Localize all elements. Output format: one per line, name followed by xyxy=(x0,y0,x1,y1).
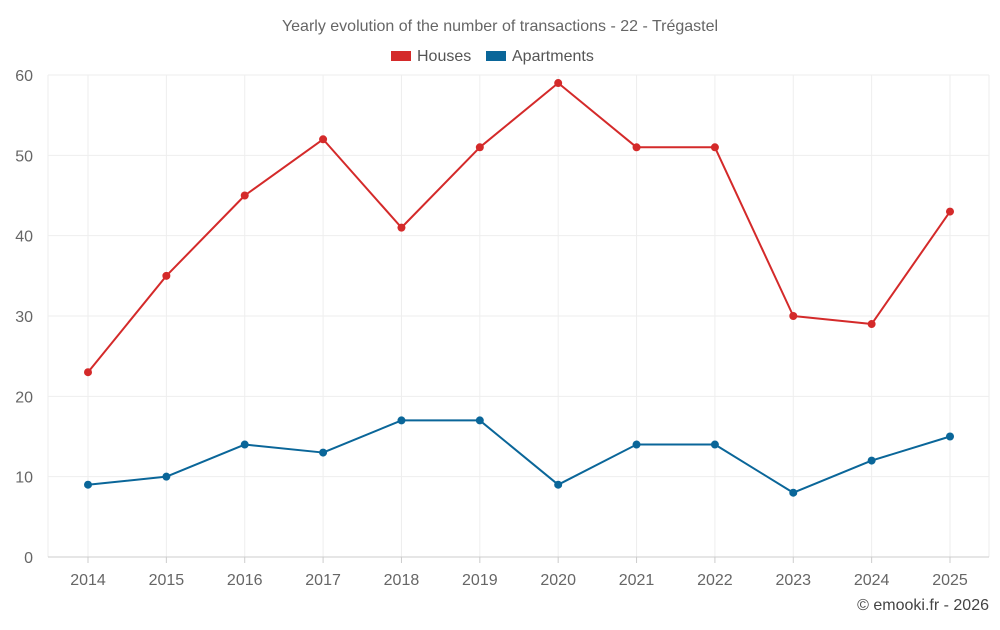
y-tick-label: 40 xyxy=(15,229,33,246)
x-tick-label: 2024 xyxy=(854,572,890,589)
y-tick-label: 30 xyxy=(15,309,33,326)
x-tick-label: 2014 xyxy=(70,572,106,589)
x-axis-ticks: 2014 2015 2016 2017 2018 2019 2020 2021 2022 2023… xyxy=(70,572,968,589)
data-point-apartments[interactable] xyxy=(632,440,641,449)
series-layer xyxy=(84,79,954,497)
data-point-houses[interactable] xyxy=(710,143,719,152)
y-tick-label: 20 xyxy=(15,389,33,406)
legend-label-houses: Houses xyxy=(417,48,471,65)
legend-label-apartments: Apartments xyxy=(512,48,594,65)
legend-item-apartments[interactable]: Apartments xyxy=(486,48,594,65)
x-tick-label: 2022 xyxy=(697,572,733,589)
data-point-houses[interactable] xyxy=(162,271,171,280)
data-point-apartments[interactable] xyxy=(554,480,563,489)
y-tick-label: 0 xyxy=(24,550,33,567)
series-line-apartments xyxy=(87,419,951,494)
data-point-apartments[interactable] xyxy=(789,488,798,497)
series-line-houses xyxy=(87,82,951,373)
legend-item-houses[interactable]: Houses xyxy=(391,48,471,65)
x-tick-label: 2023 xyxy=(775,572,811,589)
x-tick-label: 2020 xyxy=(540,572,576,589)
data-point-apartments[interactable] xyxy=(162,472,171,481)
x-tick-label: 2017 xyxy=(305,572,341,589)
chart-title: Yearly evolution of the number of transa… xyxy=(282,18,718,35)
credit-text: © emooki.fr - 2026 xyxy=(857,597,989,614)
x-tick-label: 2016 xyxy=(227,572,263,589)
x-tick-label: 2025 xyxy=(932,572,968,589)
x-tick-label: 2015 xyxy=(149,572,185,589)
data-point-houses[interactable] xyxy=(240,191,249,200)
series-houses xyxy=(84,79,954,377)
series-apartments xyxy=(84,416,954,497)
data-point-apartments[interactable] xyxy=(319,448,328,457)
data-point-apartments[interactable] xyxy=(84,480,92,489)
y-tick-label: 50 xyxy=(15,148,33,165)
data-point-houses[interactable] xyxy=(319,135,328,144)
data-point-houses[interactable] xyxy=(789,312,798,320)
x-tick-label: 2018 xyxy=(384,572,420,589)
data-point-apartments[interactable] xyxy=(475,416,484,425)
data-point-apartments[interactable] xyxy=(867,456,876,465)
data-point-houses[interactable] xyxy=(397,223,406,232)
y-axis-ticks: 0 10 20 30 40 50 60 xyxy=(15,68,33,567)
data-point-houses[interactable] xyxy=(946,207,954,216)
data-point-apartments[interactable] xyxy=(946,432,954,441)
legend-swatch-apartments xyxy=(486,51,506,61)
x-tick-label: 2021 xyxy=(619,572,655,589)
x-tick-label: 2019 xyxy=(462,572,498,589)
grid-lines xyxy=(47,74,990,557)
data-point-houses[interactable] xyxy=(632,143,641,152)
legend-swatch-houses xyxy=(391,51,411,61)
data-point-apartments[interactable] xyxy=(240,440,249,449)
data-point-houses[interactable] xyxy=(84,368,92,377)
y-tick-label: 10 xyxy=(15,470,33,487)
data-point-apartments[interactable] xyxy=(397,416,406,425)
axes xyxy=(48,556,989,563)
data-point-apartments[interactable] xyxy=(710,440,719,449)
data-point-houses[interactable] xyxy=(475,143,484,152)
data-point-houses[interactable] xyxy=(867,320,876,329)
legend[interactable]: Houses Apartments xyxy=(391,48,594,65)
y-tick-label: 60 xyxy=(15,68,33,85)
data-point-houses[interactable] xyxy=(554,79,563,88)
